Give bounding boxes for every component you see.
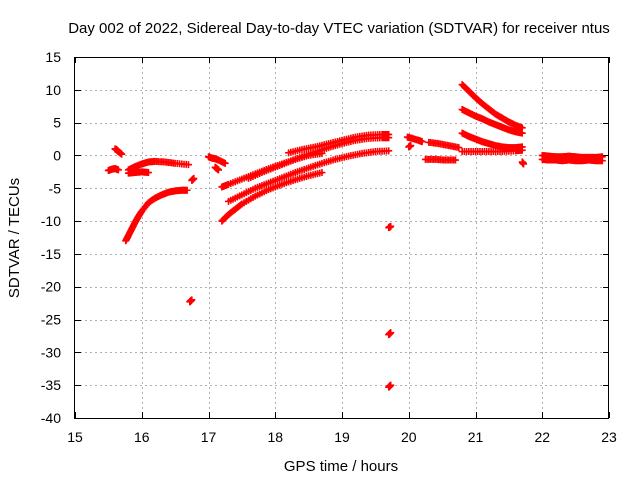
data-point bbox=[114, 166, 122, 174]
chart-title: Day 002 of 2022, Sidereal Day-to-day VTE… bbox=[68, 20, 610, 37]
data-point bbox=[518, 129, 526, 137]
axis-ticks bbox=[75, 57, 610, 419]
x-tick-label: 16 bbox=[134, 429, 150, 445]
data-point bbox=[318, 169, 326, 177]
data-point bbox=[407, 142, 415, 150]
series-seg12 bbox=[225, 147, 393, 205]
x-tick-label: 22 bbox=[534, 429, 550, 445]
y-tick-label: 10 bbox=[45, 82, 61, 98]
series-seg15 bbox=[385, 222, 395, 232]
data-point bbox=[387, 222, 395, 230]
x-tick-label: 23 bbox=[601, 429, 617, 445]
y-tick-label: -15 bbox=[41, 246, 61, 262]
data-point bbox=[387, 329, 395, 337]
y-axis-label: SDTVAR / TECUs bbox=[6, 178, 23, 298]
series-seg18 bbox=[403, 133, 426, 146]
y-tick-label: -20 bbox=[41, 279, 61, 295]
y-tick-label: 15 bbox=[45, 49, 61, 65]
plot-frame bbox=[74, 57, 609, 419]
data-point bbox=[118, 150, 126, 158]
series-seg5 bbox=[122, 186, 191, 245]
x-axis-label: GPS time / hours bbox=[284, 458, 398, 475]
data-points bbox=[104, 81, 606, 391]
data-point bbox=[215, 166, 223, 174]
data-point bbox=[184, 161, 192, 169]
y-tick-label: -25 bbox=[41, 312, 61, 328]
data-point bbox=[385, 147, 393, 155]
series-seg17 bbox=[385, 381, 395, 391]
series-seg14 bbox=[285, 130, 393, 157]
x-tick-label: 15 bbox=[67, 429, 83, 445]
data-point bbox=[598, 157, 606, 165]
x-tick-label: 17 bbox=[201, 429, 217, 445]
data-point bbox=[183, 186, 191, 194]
series-seg4 bbox=[124, 157, 192, 174]
data-point bbox=[188, 296, 196, 304]
series-seg1 bbox=[111, 145, 126, 158]
series-seg21 bbox=[421, 155, 459, 164]
series-seg19 bbox=[405, 142, 415, 151]
data-point bbox=[451, 156, 459, 164]
series-seg16 bbox=[385, 329, 395, 339]
series-seg26 bbox=[518, 158, 528, 168]
data-point bbox=[418, 138, 426, 146]
series-seg23 bbox=[458, 106, 526, 137]
data-point bbox=[520, 160, 528, 168]
series-seg6 bbox=[186, 296, 196, 306]
y-tick-label: 5 bbox=[53, 115, 61, 131]
y-tick-label: -30 bbox=[41, 344, 61, 360]
data-point bbox=[385, 130, 393, 138]
x-tick-label: 18 bbox=[267, 429, 283, 445]
y-tick-label: -35 bbox=[41, 377, 61, 393]
x-tick-label: 21 bbox=[468, 429, 484, 445]
series-seg20 bbox=[425, 138, 463, 152]
x-tick-labels: 15 16 17 18 19 20 21 22 23 bbox=[67, 429, 617, 445]
data-point bbox=[387, 381, 395, 389]
data-point bbox=[455, 144, 463, 152]
data-point bbox=[518, 146, 526, 154]
series-seg22 bbox=[458, 81, 526, 132]
x-tick-label: 20 bbox=[401, 429, 417, 445]
data-point bbox=[144, 169, 152, 177]
data-point bbox=[221, 159, 229, 167]
series-seg11 bbox=[218, 169, 326, 225]
data-point bbox=[190, 174, 198, 182]
x-tick-label: 19 bbox=[334, 429, 350, 445]
y-tick-label: -40 bbox=[41, 410, 61, 426]
y-tick-label: 0 bbox=[53, 147, 61, 163]
series-seg25 bbox=[458, 146, 526, 156]
series-seg28 bbox=[538, 155, 606, 165]
y-tick-labels: 15 10 5 0 -5 -10 -15 -20 -25 -30 -35 -40 bbox=[41, 49, 61, 426]
series-seg2 bbox=[104, 165, 122, 175]
series-seg8 bbox=[205, 153, 229, 167]
series-seg9 bbox=[211, 163, 223, 174]
y-tick-label: -10 bbox=[41, 213, 61, 229]
y-tick-label: -5 bbox=[49, 180, 62, 196]
series-seg7 bbox=[188, 174, 198, 184]
grid-lines bbox=[75, 57, 609, 418]
